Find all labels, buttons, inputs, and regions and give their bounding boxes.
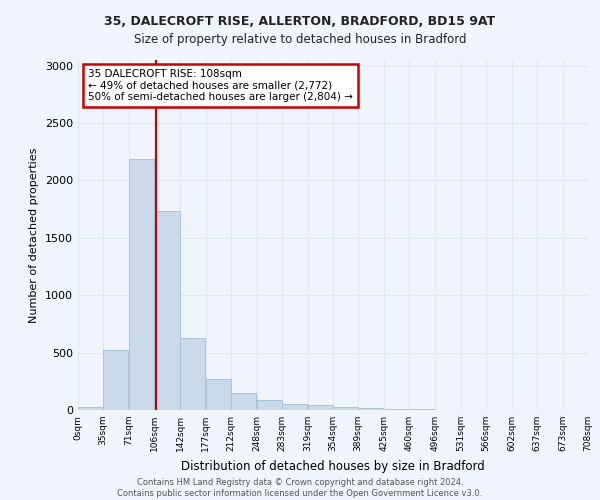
Bar <box>78 407 103 410</box>
Bar <box>257 400 282 410</box>
Bar <box>308 406 333 410</box>
Y-axis label: Number of detached properties: Number of detached properties <box>29 148 40 322</box>
Bar <box>333 406 358 410</box>
Bar <box>282 404 307 410</box>
Bar <box>103 350 128 410</box>
Bar <box>205 379 231 410</box>
Text: Size of property relative to detached houses in Bradford: Size of property relative to detached ho… <box>134 32 466 46</box>
X-axis label: Distribution of detached houses by size in Bradford: Distribution of detached houses by size … <box>181 460 485 472</box>
Bar <box>180 338 205 410</box>
Bar <box>154 212 179 410</box>
Bar <box>231 394 256 410</box>
Text: Contains HM Land Registry data © Crown copyright and database right 2024.
Contai: Contains HM Land Registry data © Crown c… <box>118 478 482 498</box>
Bar <box>129 158 154 410</box>
Bar <box>384 408 409 410</box>
Bar <box>358 408 383 410</box>
Text: 35 DALECROFT RISE: 108sqm
← 49% of detached houses are smaller (2,772)
50% of se: 35 DALECROFT RISE: 108sqm ← 49% of detac… <box>88 69 353 102</box>
Text: 35, DALECROFT RISE, ALLERTON, BRADFORD, BD15 9AT: 35, DALECROFT RISE, ALLERTON, BRADFORD, … <box>104 15 496 28</box>
